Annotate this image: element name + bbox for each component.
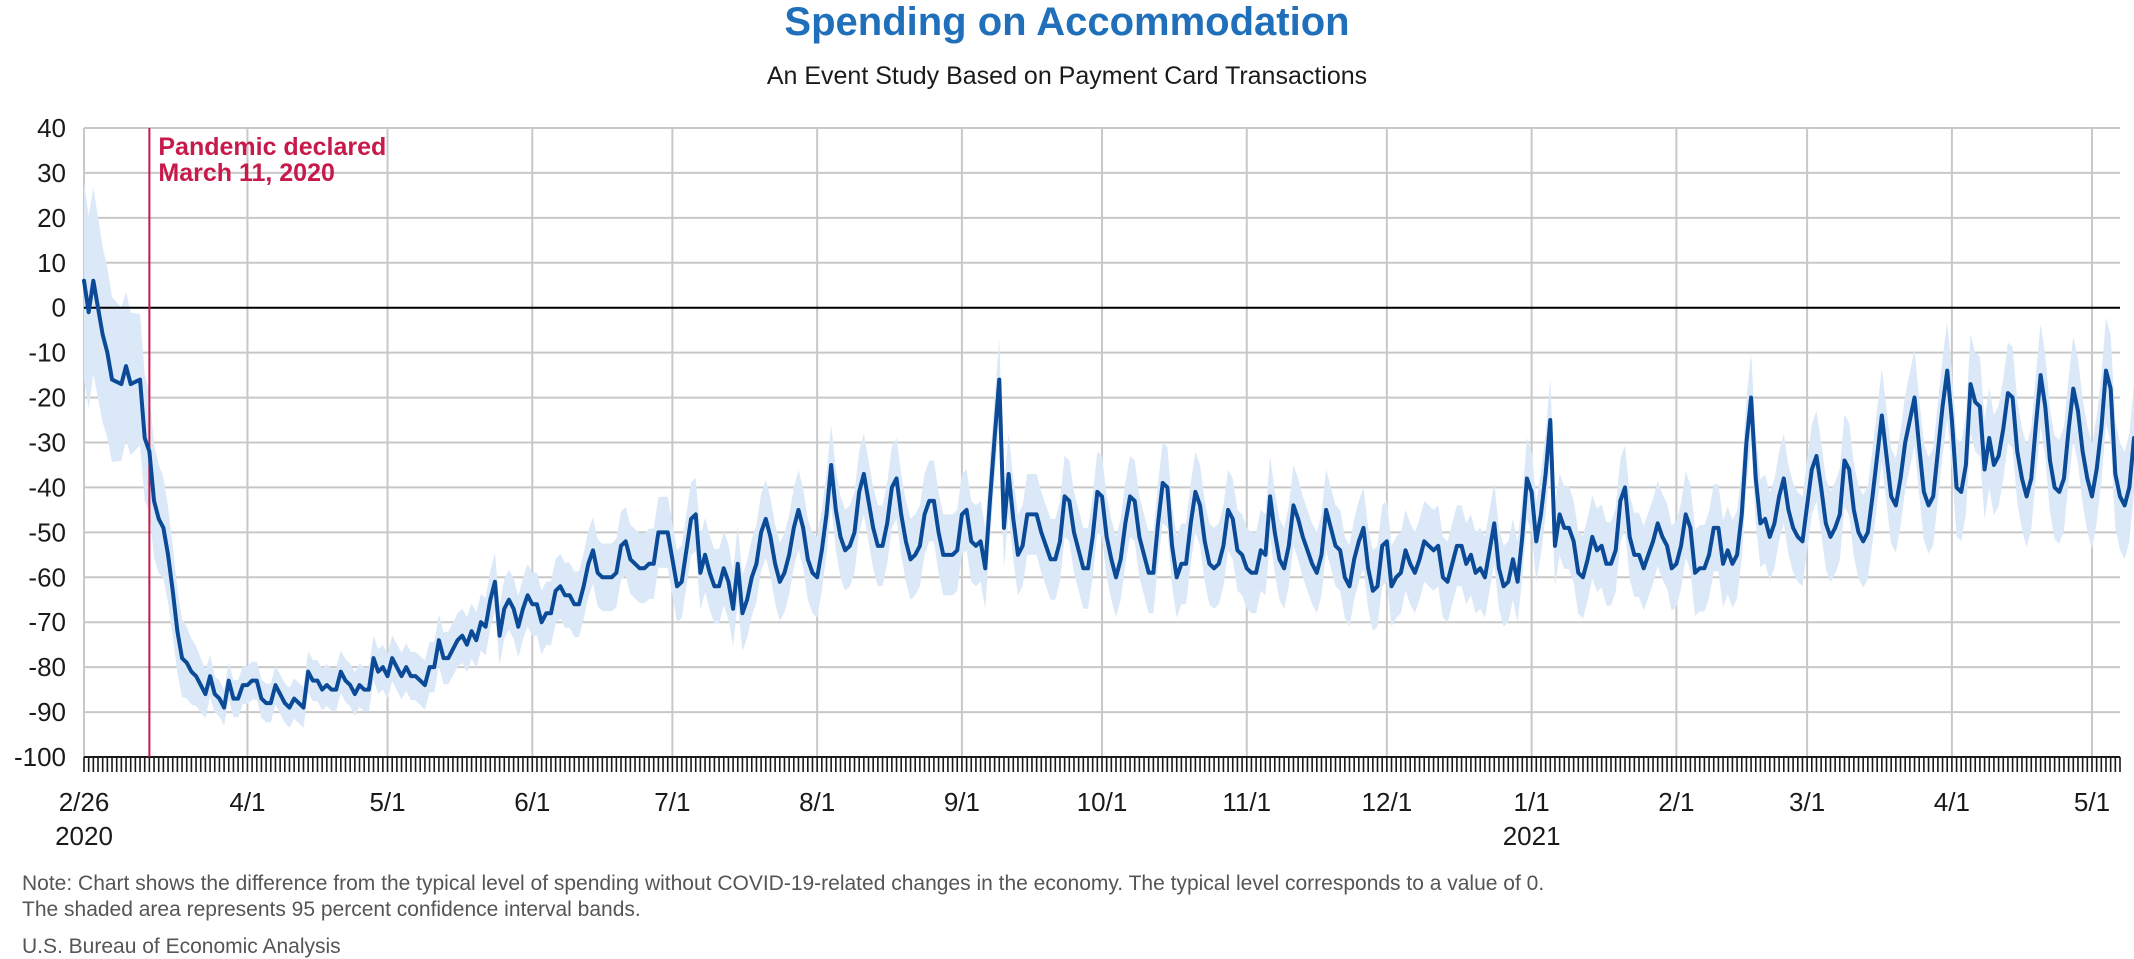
x-tick-label: 10/1 [1077,787,1128,817]
x-tick-label: 5/1 [369,787,405,817]
y-tick-label: -80 [28,652,66,682]
x-tick-label: 12/1 [1362,787,1413,817]
series-line [82,278,2134,710]
x-year-label: 2020 [55,821,113,851]
x-year-label: 2021 [1503,821,1561,851]
chart-plot: 40 30 20 10 0 -10 -20 -30 -40 -50 -60 -70 -80 -90 -100… [14,113,2134,851]
y-tick-label: 0 [52,293,66,323]
y-tick-label: -90 [28,697,66,727]
y-tick-label: -40 [28,472,66,502]
x-axis-day-ticks [83,757,2121,772]
x-tick-label: 2/1 [1658,787,1694,817]
x-tick-label: 7/1 [654,787,690,817]
y-tick-label: -50 [28,517,66,547]
y-tick-label: -60 [28,562,66,592]
x-tick-label: 6/1 [514,787,550,817]
y-tick-label: -100 [14,742,66,772]
y-tick-label: -30 [28,428,66,458]
y-tick-label: 40 [37,113,66,143]
event-date-label: March 11, 2020 [158,159,335,187]
chart-note-line-1: Note: Chart shows the difference from th… [22,872,1545,895]
event-label: Pandemic declared [158,133,386,161]
y-tick-label: 10 [37,248,66,278]
x-tick-label: 8/1 [799,787,835,817]
x-tick-label: 3/1 [1789,787,1825,817]
x-tick-label: 4/1 [229,787,265,817]
chart-subtitle: An Event Study Based on Payment Card Tra… [766,62,1368,90]
x-tick-label: 2/26 [59,787,110,817]
chart-note-line-2: The shaded area represents 95 percent co… [22,898,641,921]
y-tick-label: -10 [28,338,66,368]
chart-title: Spending on Accommodation [784,0,1350,44]
y-tick-label: -20 [28,383,66,413]
y-tick-label: -70 [28,607,66,637]
y-tick-label: 20 [37,203,66,233]
x-tick-label: 9/1 [944,787,980,817]
x-tick-label: 1/1 [1514,787,1550,817]
y-tick-label: 30 [37,158,66,188]
chart-source: U.S. Bureau of Economic Analysis [22,935,341,958]
x-tick-label: 5/1 [2074,787,2110,817]
x-tick-label: 4/1 [1934,787,1970,817]
x-tick-label: 11/1 [1222,787,1271,817]
confidence-band [84,181,2134,728]
